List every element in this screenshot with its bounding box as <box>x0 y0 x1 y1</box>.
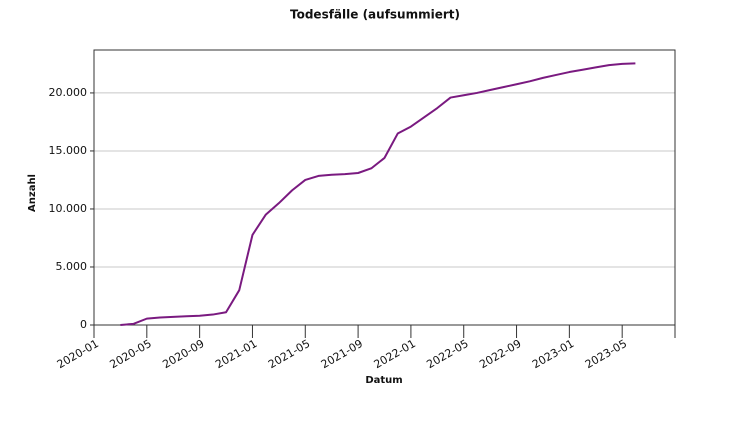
x-tick-label: 2021-01 <box>213 337 259 371</box>
x-tick-label: 2022-05 <box>424 337 470 371</box>
x-tick-label: 2022-09 <box>477 337 523 371</box>
x-tick-label: 2020-01 <box>55 337 101 371</box>
y-tick-label: 0 <box>80 318 87 331</box>
y-tick-label: 20.000 <box>49 86 88 99</box>
y-tick-label: 5.000 <box>56 260 88 273</box>
chart-title: Todesfälle (aufsummiert) <box>290 8 460 22</box>
plot-frame <box>93 49 676 326</box>
x-tick-label: 2020-05 <box>108 337 154 371</box>
x-tick-label: 2020-09 <box>160 337 206 371</box>
x-tick-label: 2023-01 <box>530 337 576 371</box>
x-tick-label: 2021-09 <box>319 337 365 371</box>
x-tick-label: 2021-05 <box>266 337 312 371</box>
x-tick-label: 2023-05 <box>583 337 629 371</box>
x-axis-title: Datum <box>365 375 402 386</box>
y-tick-label: 15.000 <box>49 144 88 157</box>
x-tick-label: 2022-01 <box>372 337 418 371</box>
data-line <box>120 62 636 326</box>
y-axis-title: Anzahl <box>27 174 38 212</box>
y-tick-label: 10.000 <box>49 202 88 215</box>
